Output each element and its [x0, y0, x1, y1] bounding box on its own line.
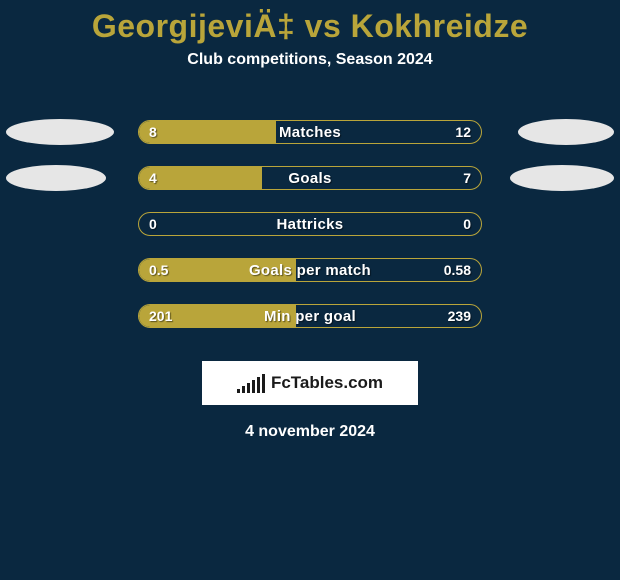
stat-label: Goals per match — [139, 259, 481, 281]
player-left-oval — [6, 165, 106, 191]
player-left-oval — [6, 119, 114, 145]
stat-label: Min per goal — [139, 305, 481, 327]
stats-rows: 812Matches 47Goals 00Hattricks 0.50.58Goals… — [0, 109, 620, 339]
stat-row: 0.50.58Goals per match — [0, 247, 620, 293]
date-label: 4 november 2024 — [0, 423, 620, 441]
stat-label: Matches — [139, 121, 481, 143]
stat-row: 201239Min per goal — [0, 293, 620, 339]
stat-label: Goals — [139, 167, 481, 189]
stat-row: 00Hattricks — [0, 201, 620, 247]
stat-bar: 201239Min per goal — [138, 304, 482, 328]
stat-bar: 00Hattricks — [138, 212, 482, 236]
comparison-widget: GeorgijeviÄ‡ vs Kokhreidze Club competit… — [0, 0, 620, 441]
page-subtitle: Club competitions, Season 2024 — [0, 51, 620, 69]
stat-bar: 812Matches — [138, 120, 482, 144]
stat-bar: 47Goals — [138, 166, 482, 190]
stat-row: 47Goals — [0, 155, 620, 201]
logo-bars-icon — [237, 373, 265, 393]
site-logo[interactable]: FcTables.com — [202, 361, 418, 405]
stat-label: Hattricks — [139, 213, 481, 235]
stat-row: 812Matches — [0, 109, 620, 155]
logo-text: FcTables.com — [271, 373, 383, 393]
stat-bar: 0.50.58Goals per match — [138, 258, 482, 282]
player-right-oval — [510, 165, 614, 191]
page-title: GeorgijeviÄ‡ vs Kokhreidze — [0, 8, 620, 45]
player-right-oval — [518, 119, 614, 145]
